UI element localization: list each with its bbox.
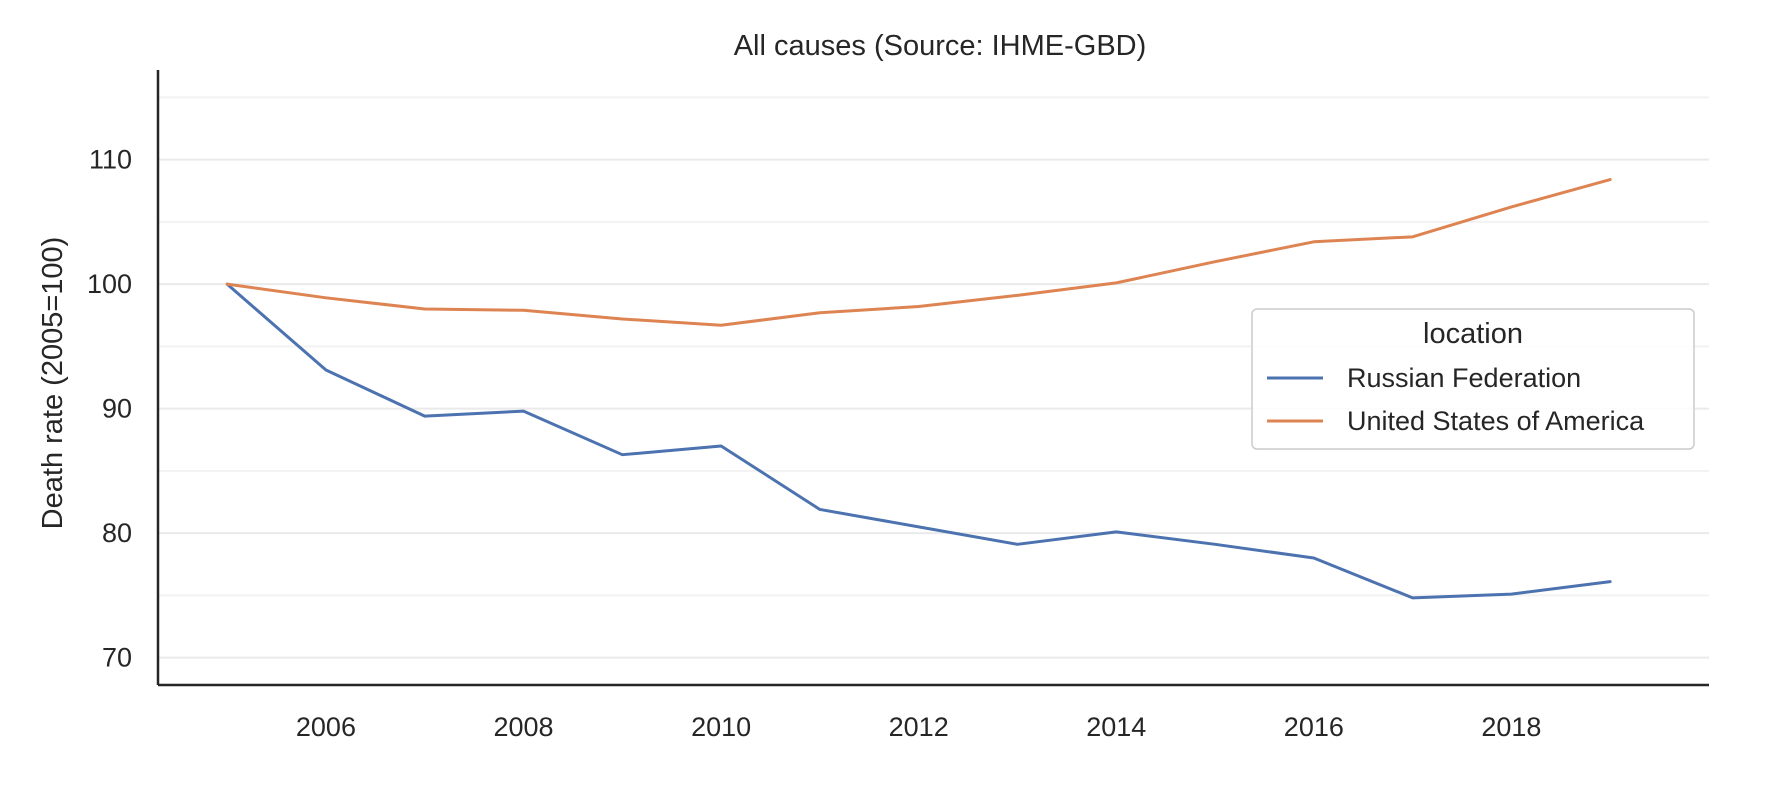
x-tick-label: 2012: [889, 712, 949, 742]
x-tick-label: 2010: [691, 712, 751, 742]
y-axis-label: Death rate (2005=100): [37, 237, 69, 530]
legend-box: [1251, 308, 1695, 450]
x-tick-label: 2006: [296, 712, 356, 742]
x-tick-label: 2016: [1284, 712, 1344, 742]
gridlines: [158, 96, 1709, 659]
legend-label: Russian Federation: [1347, 363, 1581, 393]
legend: location Russian Federation United States…: [1251, 308, 1695, 450]
chart-title: All causes (Source: IHME-GBD): [734, 30, 1147, 62]
legend-title: location: [1423, 318, 1523, 350]
axes: [156, 70, 1709, 687]
legend-label: United States of America: [1347, 406, 1645, 436]
y-tick-label: 100: [87, 269, 132, 299]
x-tick-label: 2014: [1086, 712, 1146, 742]
x-tick-labels: 2006 2008 2010 2012 2014 2016 2018: [296, 712, 1542, 742]
y-tick-label: 110: [89, 145, 132, 175]
series-line-1: [225, 178, 1612, 327]
y-tick-labels: 70 80 90 100 110: [87, 145, 132, 673]
series-lines: [225, 178, 1612, 600]
y-tick-label: 80: [102, 518, 132, 548]
y-tick-label: 70: [102, 643, 132, 673]
y-tick-label: 90: [102, 394, 132, 424]
x-tick-label: 2008: [493, 712, 553, 742]
x-tick-label: 2018: [1481, 712, 1541, 742]
series-line-0: [225, 282, 1612, 600]
legend-items: Russian Federation United States of Ameri…: [1267, 363, 1645, 436]
